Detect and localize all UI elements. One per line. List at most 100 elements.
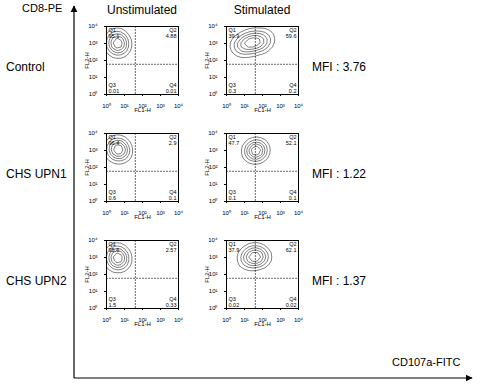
svg-text:10²: 10² <box>209 164 218 170</box>
svg-text:10⁰: 10⁰ <box>89 197 98 204</box>
html-text:CHS UPN2: CHS UPN2 <box>6 274 67 288</box>
svg-text:10²: 10² <box>209 271 218 277</box>
html-text:Unstimulated: Unstimulated <box>107 3 177 17</box>
html-text:CHS UPN1: CHS UPN1 <box>6 167 67 181</box>
svg-text:FL1-H: FL1-H <box>134 214 151 220</box>
html-text:MFI : 1.37: MFI : 1.37 <box>312 274 366 288</box>
svg-text:10³: 10³ <box>209 40 218 46</box>
svg-text:10⁰: 10⁰ <box>102 102 111 109</box>
svg-text:Q31.5: Q31.5 <box>109 296 117 308</box>
svg-text:10³: 10³ <box>276 317 285 323</box>
svg-text:10¹: 10¹ <box>89 181 98 187</box>
svg-text:10⁴: 10⁴ <box>88 130 98 136</box>
svg-text:10²: 10² <box>89 271 98 277</box>
svg-text:FL1-H: FL1-H <box>254 214 271 220</box>
svg-text:Q30.3: Q30.3 <box>229 82 237 94</box>
svg-text:10²: 10² <box>89 164 98 170</box>
html-text:MFI : 3.76: MFI : 3.76 <box>312 60 366 74</box>
svg-text:Q147.7: Q147.7 <box>229 134 240 146</box>
svg-text:10³: 10³ <box>89 254 98 260</box>
svg-text:10³: 10³ <box>209 147 218 153</box>
svg-text:10¹: 10¹ <box>209 74 218 80</box>
svg-text:10³: 10³ <box>156 317 165 323</box>
svg-text:10³: 10³ <box>156 210 165 216</box>
svg-text:10⁰: 10⁰ <box>222 102 231 109</box>
svg-text:10¹: 10¹ <box>240 210 249 216</box>
html-text:CD8-PE: CD8-PE <box>22 2 63 14</box>
svg-text:10¹: 10¹ <box>89 74 98 80</box>
svg-text:10¹: 10¹ <box>209 181 218 187</box>
svg-text:10⁰: 10⁰ <box>209 197 218 204</box>
svg-text:10⁴: 10⁴ <box>88 23 98 29</box>
svg-text:Q40.1: Q40.1 <box>289 189 297 201</box>
svg-text:Q252.1: Q252.1 <box>286 134 297 146</box>
svg-text:10⁴: 10⁴ <box>88 237 98 243</box>
svg-text:10³: 10³ <box>209 254 218 260</box>
svg-text:Q40.01: Q40.01 <box>166 82 177 94</box>
svg-text:10⁴: 10⁴ <box>294 317 304 323</box>
svg-text:Q139.9: Q139.9 <box>229 27 240 39</box>
svg-text:10⁰: 10⁰ <box>89 304 98 311</box>
svg-text:10⁰: 10⁰ <box>89 90 98 97</box>
svg-text:10⁴: 10⁴ <box>174 317 184 323</box>
svg-text:10³: 10³ <box>276 210 285 216</box>
svg-text:10⁴: 10⁴ <box>294 103 304 109</box>
html-text:MFI : 1.22: MFI : 1.22 <box>312 167 366 181</box>
svg-text:10¹: 10¹ <box>209 288 218 294</box>
html-text:CD107a-FITC: CD107a-FITC <box>392 356 461 368</box>
svg-text:10⁴: 10⁴ <box>208 130 218 136</box>
svg-text:10⁰: 10⁰ <box>222 316 231 323</box>
svg-text:10¹: 10¹ <box>89 288 98 294</box>
svg-text:FL1-H: FL1-H <box>134 107 151 113</box>
html-text:Stimulated: Stimulated <box>233 3 291 17</box>
svg-text:10²: 10² <box>209 57 218 63</box>
svg-text:10²: 10² <box>89 57 98 63</box>
svg-text:10³: 10³ <box>156 103 165 109</box>
svg-text:10³: 10³ <box>89 147 98 153</box>
svg-text:Q30.02: Q30.02 <box>229 296 240 308</box>
svg-text:10¹: 10¹ <box>120 210 129 216</box>
svg-text:Q40.1: Q40.1 <box>169 189 177 201</box>
svg-text:Q24.88: Q24.88 <box>166 27 177 39</box>
svg-text:FL2-H: FL2-H <box>204 52 210 69</box>
svg-text:10⁴: 10⁴ <box>208 23 218 29</box>
svg-text:FL2-H: FL2-H <box>204 266 210 283</box>
svg-text:10⁰: 10⁰ <box>209 304 218 311</box>
svg-text:10¹: 10¹ <box>240 103 249 109</box>
svg-text:Q30.6: Q30.6 <box>109 189 117 201</box>
svg-text:10¹: 10¹ <box>240 317 249 323</box>
svg-text:FL1-H: FL1-H <box>254 107 271 113</box>
svg-text:Q30.1: Q30.1 <box>229 189 237 201</box>
svg-text:10⁴: 10⁴ <box>174 210 184 216</box>
svg-text:FL2-H: FL2-H <box>84 52 90 69</box>
svg-text:10⁰: 10⁰ <box>222 209 231 216</box>
svg-text:FL2-H: FL2-H <box>204 159 210 176</box>
svg-text:Q40.02: Q40.02 <box>286 296 297 308</box>
svg-text:Q40.33: Q40.33 <box>166 296 177 308</box>
svg-text:FL2-H: FL2-H <box>84 159 90 176</box>
svg-text:10³: 10³ <box>276 103 285 109</box>
svg-text:10⁰: 10⁰ <box>102 209 111 216</box>
svg-text:FL1-H: FL1-H <box>134 321 151 327</box>
svg-text:Q22.57: Q22.57 <box>166 241 177 253</box>
svg-text:Q22.9: Q22.9 <box>169 134 177 146</box>
svg-text:Q40.2: Q40.2 <box>289 82 297 94</box>
svg-text:Q262.1: Q262.1 <box>286 241 297 253</box>
svg-text:Q259.6: Q259.6 <box>286 27 297 39</box>
svg-text:10⁰: 10⁰ <box>102 316 111 323</box>
html-text:Control: Control <box>6 60 45 74</box>
svg-text:Q195.6: Q195.6 <box>109 241 120 253</box>
svg-text:10⁴: 10⁴ <box>174 103 184 109</box>
svg-text:10⁴: 10⁴ <box>294 210 304 216</box>
svg-text:10¹: 10¹ <box>120 317 129 323</box>
svg-text:10³: 10³ <box>89 40 98 46</box>
svg-text:Q196.4: Q196.4 <box>109 134 120 146</box>
svg-text:10⁰: 10⁰ <box>209 90 218 97</box>
svg-text:Q30.01: Q30.01 <box>109 82 120 94</box>
svg-text:FL1-H: FL1-H <box>254 321 271 327</box>
svg-text:10¹: 10¹ <box>120 103 129 109</box>
svg-text:FL2-H: FL2-H <box>84 266 90 283</box>
svg-text:Q137.9: Q137.9 <box>229 241 240 253</box>
svg-text:10⁴: 10⁴ <box>208 237 218 243</box>
svg-text:Q195.1: Q195.1 <box>109 27 120 39</box>
